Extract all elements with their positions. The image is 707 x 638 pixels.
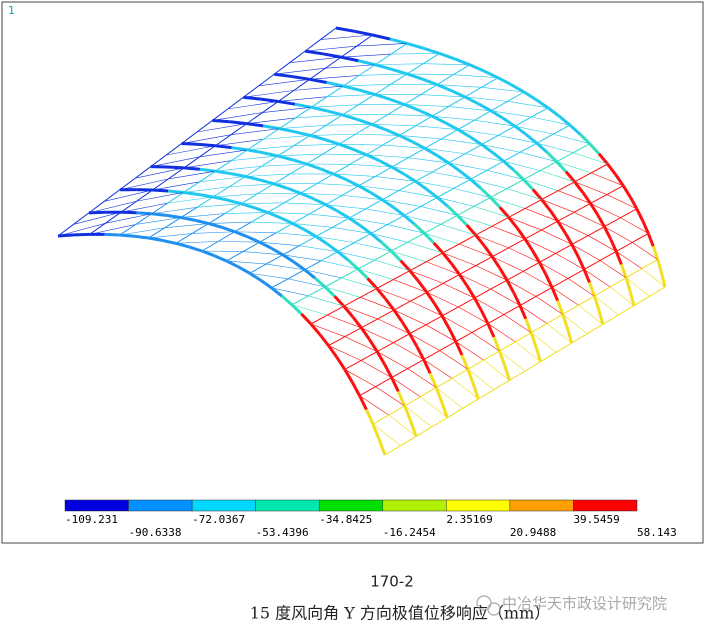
arch-member <box>212 120 229 121</box>
arch-member <box>200 169 216 171</box>
caption-number: 170-2 <box>370 573 414 591</box>
legend-label: 58.143 <box>637 526 677 539</box>
arch-member <box>215 146 231 148</box>
legend-swatch <box>65 500 129 511</box>
arch-member <box>152 214 167 216</box>
legend-swatch <box>510 500 574 511</box>
legend-swatch <box>256 500 320 511</box>
legend-swatch <box>192 500 256 511</box>
arch-member <box>166 215 180 217</box>
arch-member <box>230 122 247 124</box>
arch-member <box>152 190 168 191</box>
arch-member <box>74 234 90 235</box>
legend-swatch <box>319 500 383 511</box>
legend-label: -90.6338 <box>129 526 182 539</box>
legend-label: 39.5459 <box>573 513 619 526</box>
legend-label: 2.35169 <box>446 513 492 526</box>
legend-swatch <box>573 500 637 511</box>
legend-swatch <box>129 500 193 511</box>
legend-label: -16.2454 <box>383 526 436 539</box>
arch-member <box>168 191 183 192</box>
arch-member <box>120 235 135 236</box>
arch-member <box>134 236 148 238</box>
arch-member <box>105 234 120 235</box>
legend-label: -34.8425 <box>319 513 372 526</box>
arch-member <box>184 168 200 169</box>
legend-label: 20.9488 <box>510 526 556 539</box>
corner-label: 1 <box>8 4 15 17</box>
legend-label: -109.231 <box>65 513 118 526</box>
legend-label: -53.4396 <box>256 526 309 539</box>
legend-swatch <box>446 500 510 511</box>
watermark: 中冶华天市政设计研究院 <box>502 595 667 613</box>
arch-member <box>199 144 216 145</box>
arch-member <box>243 97 261 99</box>
arch-member <box>184 192 199 194</box>
arch-member <box>182 144 199 145</box>
legend-swatch <box>383 500 447 511</box>
legend-label: -72.0367 <box>192 513 245 526</box>
arch-member <box>137 213 152 214</box>
arch-member <box>167 167 183 168</box>
